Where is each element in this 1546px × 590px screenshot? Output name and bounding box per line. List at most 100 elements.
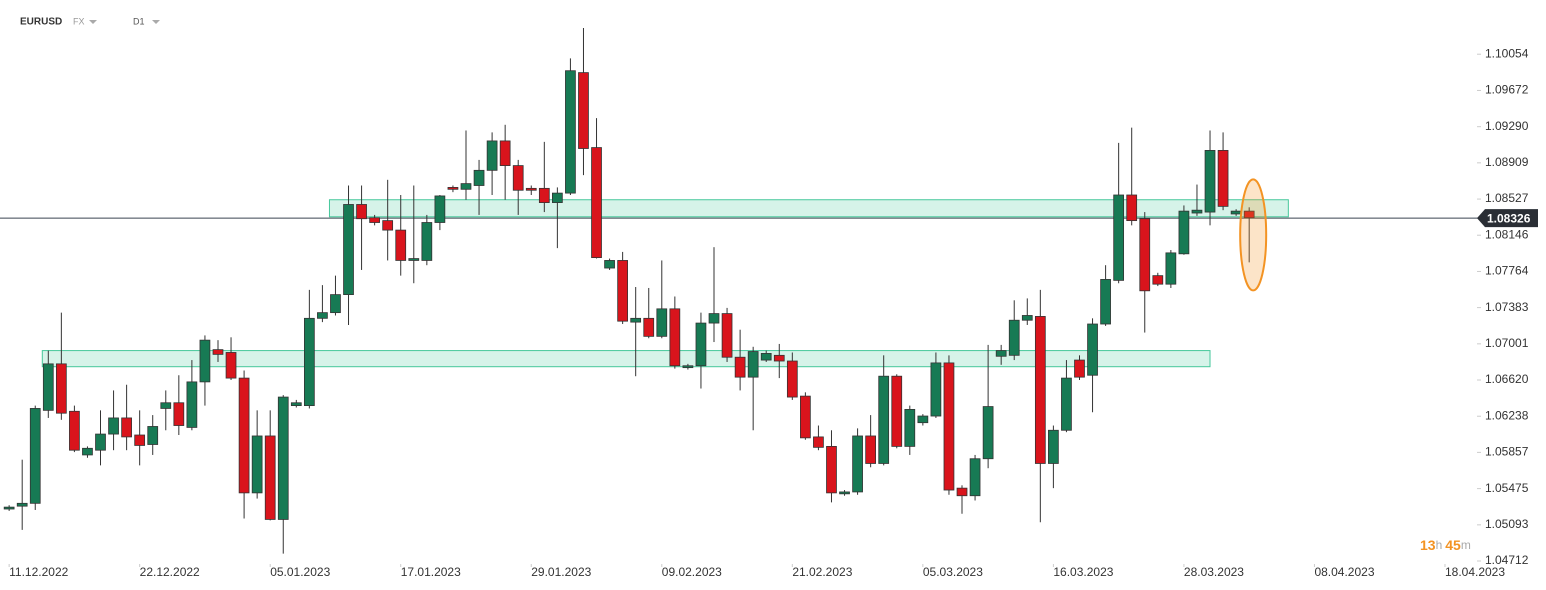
y-tick-label: 1.08909	[1485, 155, 1529, 169]
candle-body	[786, 360, 798, 398]
candle-body	[1113, 194, 1125, 281]
candle-body	[1061, 377, 1072, 431]
candle-body	[1217, 150, 1229, 207]
candle-body	[55, 363, 67, 414]
y-tick-label: 1.05093	[1485, 517, 1529, 531]
y-tick-label: 1.05475	[1485, 481, 1529, 495]
candle-body	[473, 169, 485, 186]
candle-body	[1204, 150, 1216, 213]
candle-body	[199, 339, 211, 383]
countdown-unit: m	[1461, 538, 1471, 552]
x-tick-label: 11.12.2022	[9, 565, 68, 579]
plot-area: 1.10054 1.09672 1.09290 1.08909 1.08527 1.081…	[0, 28, 1538, 579]
dropdown-arrow[interactable]	[152, 20, 160, 24]
candle-body	[408, 258, 420, 261]
candle-body	[160, 402, 172, 409]
candle-body	[1178, 210, 1190, 255]
candle-body	[303, 317, 315, 407]
candle-body	[82, 447, 93, 456]
dropdown-arrow[interactable]	[89, 20, 97, 24]
x-tick-label: 28.03.2023	[1184, 565, 1244, 579]
countdown-hours: 13	[1420, 537, 1436, 553]
timeframe[interactable]: D1	[133, 16, 145, 26]
candle-body	[813, 436, 824, 448]
candle-body	[16, 502, 28, 507]
candle-body	[552, 192, 563, 203]
candle-body	[108, 417, 119, 435]
candle-body	[290, 402, 302, 407]
y-tick-label: 1.05857	[1485, 445, 1529, 459]
candle-body	[682, 365, 694, 369]
candle-body	[356, 204, 367, 220]
candle-body	[212, 349, 224, 355]
countdown: 13h 45m	[1420, 537, 1471, 553]
candle-body	[186, 381, 198, 428]
candle-body	[1087, 323, 1098, 376]
candle-body	[1126, 194, 1138, 222]
x-tick-label: 21.02.2023	[792, 565, 852, 579]
last-price-badge: 1.08326	[1477, 209, 1538, 228]
x-tick-label: 05.01.2023	[270, 565, 330, 579]
candle-body	[695, 322, 707, 367]
y-tick-label: 1.07383	[1485, 300, 1529, 314]
y-tick-label: 1.04712	[1485, 553, 1529, 567]
x-tick-label: 22.12.2022	[140, 565, 200, 579]
y-tick-label: 1.06620	[1485, 372, 1529, 386]
countdown-unit: h	[1436, 538, 1443, 552]
x-tick-label: 09.02.2023	[662, 565, 722, 579]
candle-body	[369, 217, 380, 223]
market[interactable]: FX	[73, 16, 85, 26]
candle-body	[982, 406, 994, 460]
candle-body	[630, 317, 642, 323]
candle-body	[617, 260, 628, 322]
candle-body	[930, 362, 942, 417]
candle-body	[421, 222, 433, 261]
x-tick-label: 16.03.2023	[1053, 565, 1113, 579]
x-tick-label: 08.04.2023	[1314, 565, 1374, 579]
candle-body	[1243, 210, 1255, 219]
y-tick-label: 1.07764	[1485, 264, 1529, 278]
candle-body	[173, 402, 185, 426]
candle-body	[134, 434, 146, 446]
candle-body	[1074, 359, 1085, 378]
last-price-label: 1.08326	[1487, 211, 1531, 225]
candle-body	[238, 377, 250, 494]
candle-body	[251, 435, 263, 494]
candle-body	[69, 410, 80, 451]
candle-body	[773, 354, 785, 362]
candle-body	[121, 417, 132, 438]
candle-body	[721, 313, 733, 358]
y-tick-label: 1.08146	[1485, 227, 1529, 241]
candle-body	[3, 506, 15, 510]
last-price-badge-bg	[1477, 209, 1538, 228]
candle-body	[512, 165, 524, 191]
candle-body	[42, 363, 54, 411]
candle-body	[943, 362, 955, 491]
y-tick-label: 1.08527	[1485, 191, 1529, 205]
candle-body	[760, 353, 772, 361]
candle-body	[734, 356, 746, 378]
candle-body	[538, 187, 550, 203]
candle-body	[1191, 209, 1203, 214]
candle-body	[578, 72, 589, 149]
candle-body	[525, 187, 537, 191]
y-tick-label: 1.07001	[1485, 336, 1529, 350]
y-tick-label: 1.09290	[1485, 119, 1529, 133]
candle-body	[382, 220, 394, 231]
x-tick-label: 05.03.2023	[923, 565, 983, 579]
symbol[interactable]: EURUSD	[20, 17, 62, 28]
candle-body	[878, 375, 890, 464]
candle-body	[865, 435, 877, 464]
candle-body	[643, 317, 655, 337]
candle-body	[225, 352, 237, 379]
candle-body	[826, 445, 837, 494]
candle-body	[95, 433, 106, 451]
candle-body	[277, 396, 289, 520]
highlight-ellipse	[1239, 178, 1268, 292]
x-tick-label: 29.01.2023	[531, 565, 591, 579]
candle-body	[747, 351, 759, 378]
candle-body	[591, 147, 602, 259]
candle-body	[447, 187, 459, 190]
candle-body	[1139, 218, 1151, 292]
